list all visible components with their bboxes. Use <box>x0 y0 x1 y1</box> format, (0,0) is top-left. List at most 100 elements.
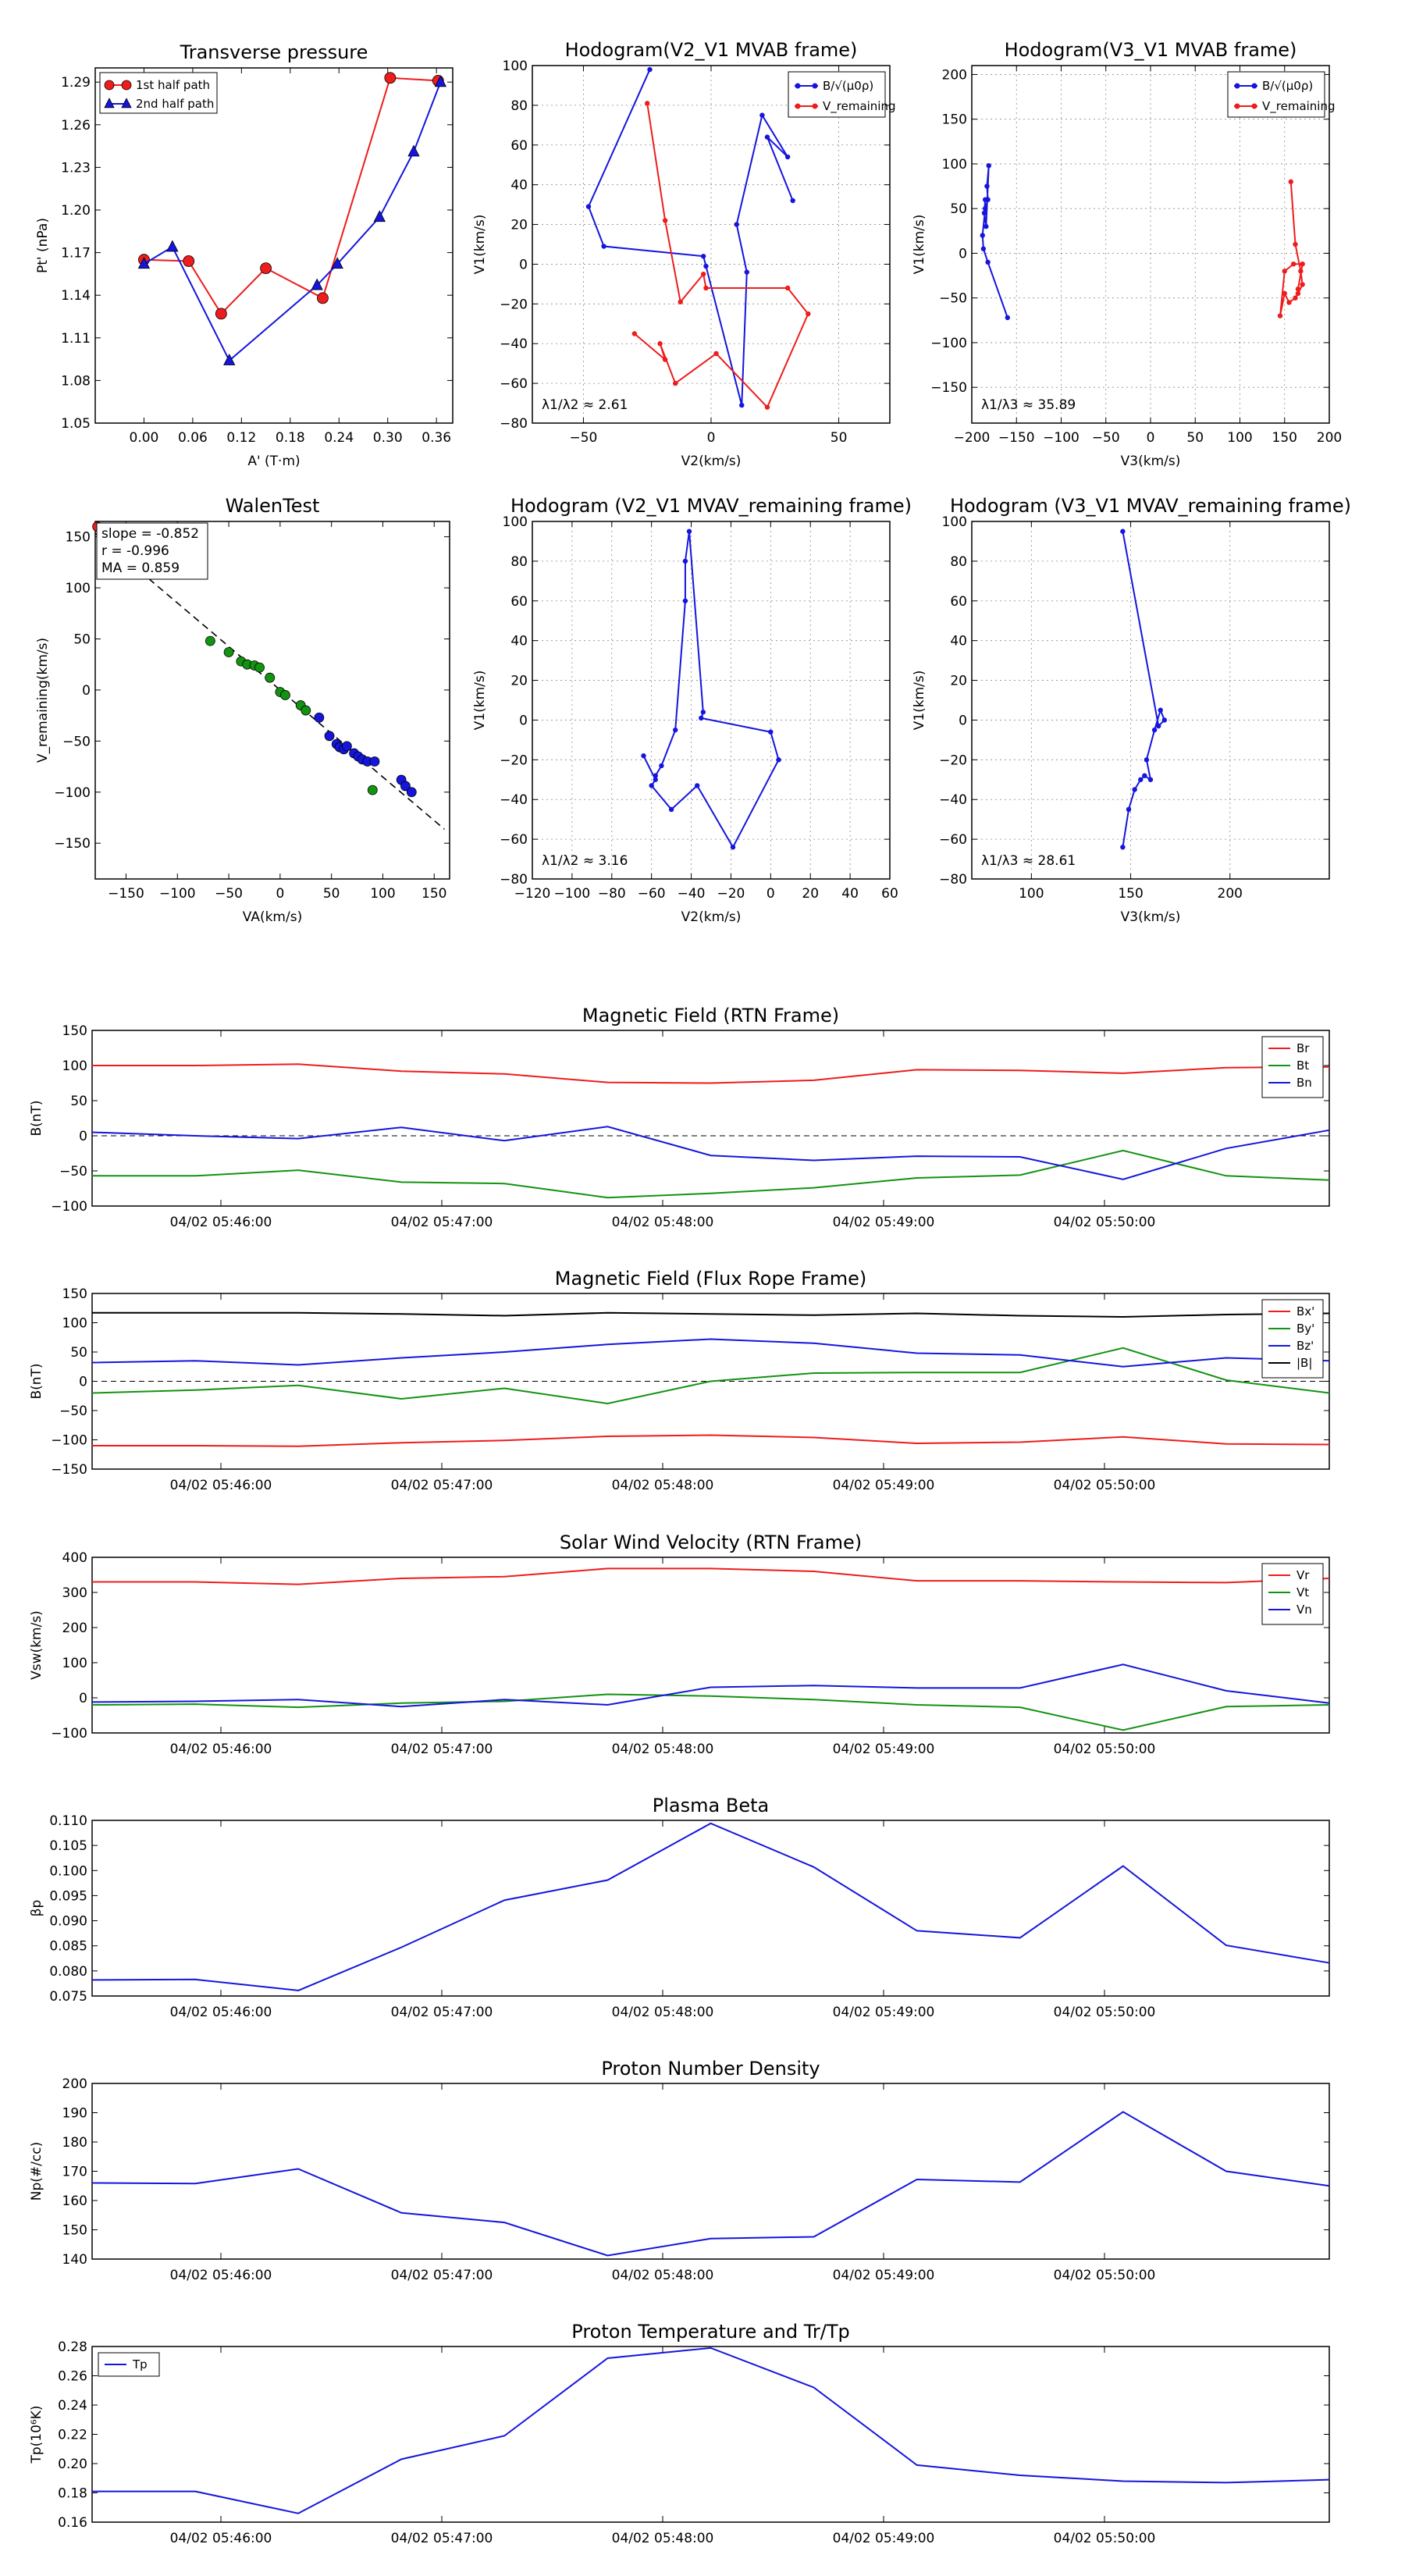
x-tick-label: 0.18 <box>276 430 305 446</box>
data-point <box>682 598 688 603</box>
data-point <box>980 246 987 251</box>
y-tick-label: 100 <box>66 581 91 596</box>
y-tick-label: 100 <box>503 514 528 530</box>
x-axis-label: V2(km/s) <box>681 454 742 469</box>
series-line <box>91 1693 1330 1731</box>
data-point <box>986 163 991 169</box>
legend-marker <box>104 80 115 91</box>
data-point <box>653 777 658 782</box>
y-tick-label: 0 <box>79 1129 87 1144</box>
y-tick-label: −40 <box>939 792 967 808</box>
data-point <box>641 753 646 759</box>
data-point <box>1295 286 1301 292</box>
y-tick-label: −60 <box>500 832 528 848</box>
data-point <box>223 647 234 657</box>
plasma-beta-chart: 0.075 0.080 0.085 0.090 0.095 0.100 0.105 0.110… <box>29 1795 1330 2020</box>
y-tick-label: 100 <box>942 157 967 173</box>
x-tick-label: 20 <box>802 886 819 902</box>
solar-wind-velocity-chart: −100 0 100 200 300 400 04/02 05:46:00 04/02 05:… <box>29 1532 1330 1757</box>
plot-frame <box>94 67 454 424</box>
series-line <box>91 1663 1330 1708</box>
y-tick-label: −50 <box>939 291 967 307</box>
y-tick-label: 150 <box>62 2223 87 2239</box>
data-point <box>1005 315 1011 321</box>
y-tick-label: 100 <box>62 1656 87 1671</box>
data-point <box>215 308 227 320</box>
data-point <box>373 210 386 222</box>
y-tick-label: −100 <box>54 785 91 801</box>
fit-stat: MA = 0.859 <box>101 560 180 576</box>
x-tick-label: 0.36 <box>422 430 451 446</box>
data-point <box>984 183 990 189</box>
y-tick-label: 0 <box>959 246 967 262</box>
series-line <box>92 1149 1330 1199</box>
y-tick-label: 100 <box>62 1316 87 1332</box>
time-tick-label: 04/02 05:47:00 <box>391 1742 493 1757</box>
x-tick-label: 0.30 <box>373 430 403 446</box>
legend-label: Vn <box>1297 1603 1312 1617</box>
data-point <box>1282 269 1287 274</box>
data-point <box>647 66 653 73</box>
data-point <box>668 806 674 813</box>
x-tick-label: 60 <box>881 886 898 902</box>
y-tick-label: 0.080 <box>49 1964 87 1980</box>
time-tick-label: 04/02 05:46:00 <box>170 2268 272 2283</box>
chart-title: Transverse pressure <box>180 41 368 63</box>
y-tick-label: 100 <box>503 59 528 74</box>
data-point <box>137 257 151 269</box>
time-tick-label: 04/02 05:50:00 <box>1054 1742 1156 1757</box>
y-tick-label: 160 <box>62 2194 87 2209</box>
x-tick-label: −200 <box>954 430 991 446</box>
legend-label: 1st half path <box>136 78 210 92</box>
y-axis-label: V1(km/s) <box>912 671 927 731</box>
y-tick-label: 0.20 <box>58 2457 87 2472</box>
data-point <box>1151 727 1158 733</box>
proton-temperature-chart: 0.16 0.18 0.20 0.22 0.24 0.26 0.28 04/02 05:46:… <box>29 2321 1330 2546</box>
data-point <box>311 278 323 290</box>
y-tick-label: −20 <box>500 753 528 768</box>
y-tick-label: 80 <box>510 98 528 114</box>
y-tick-label: 40 <box>950 634 967 649</box>
y-tick-label: −20 <box>500 297 528 312</box>
magnetic-field-flux-rope-chart: −150 −100 −50 0 50 100 150 04/02 05:46:00 04/02 … <box>29 1268 1330 1493</box>
y-tick-label: 0.22 <box>58 2428 87 2443</box>
data-point <box>205 635 215 646</box>
data-point <box>657 341 663 347</box>
x-tick-label: −20 <box>717 886 745 902</box>
time-tick-label: 04/02 05:48:00 <box>612 1742 714 1757</box>
data-point <box>434 75 447 87</box>
y-tick-label: 200 <box>62 1621 87 1636</box>
y-tick-label: 1.17 <box>61 246 91 262</box>
x-tick-label: −150 <box>108 886 144 902</box>
series-line <box>91 1338 1330 1368</box>
legend-marker <box>1234 83 1240 89</box>
data-point <box>734 222 739 227</box>
time-tick-label: 04/02 05:50:00 <box>1054 1478 1156 1493</box>
x-tick-label: −40 <box>678 886 706 902</box>
y-tick-label: 150 <box>62 1286 87 1302</box>
y-axis-label: V_remaining(km/s) <box>35 638 51 763</box>
time-tick-label: 04/02 05:49:00 <box>833 1742 935 1757</box>
y-axis-label: Np(#/cc) <box>29 2142 44 2201</box>
y-tick-label: 40 <box>510 634 528 649</box>
data-point <box>1300 261 1305 267</box>
data-point <box>713 350 719 357</box>
y-tick-label: 0.110 <box>49 1813 87 1829</box>
y-tick-label: −60 <box>939 832 967 848</box>
x-axis-label: V3(km/s) <box>1121 909 1181 925</box>
legend-marker <box>1251 83 1257 89</box>
x-tick-label: −100 <box>1043 430 1080 446</box>
y-tick-label: 150 <box>62 1023 87 1039</box>
data-point <box>776 757 781 763</box>
y-tick-label: 0.095 <box>49 1888 87 1904</box>
plot-frame <box>532 521 891 880</box>
chart-title: Proton Temperature and Tr/Tp <box>571 2321 849 2343</box>
legend-marker <box>121 98 132 109</box>
data-point <box>649 783 654 788</box>
series-line <box>91 1126 1330 1180</box>
data-point <box>406 787 417 798</box>
chart-title: Hodogram (V2_V1 MVAV_remaining frame) <box>510 495 912 517</box>
series-line <box>587 69 794 406</box>
y-tick-label: 80 <box>510 554 528 570</box>
